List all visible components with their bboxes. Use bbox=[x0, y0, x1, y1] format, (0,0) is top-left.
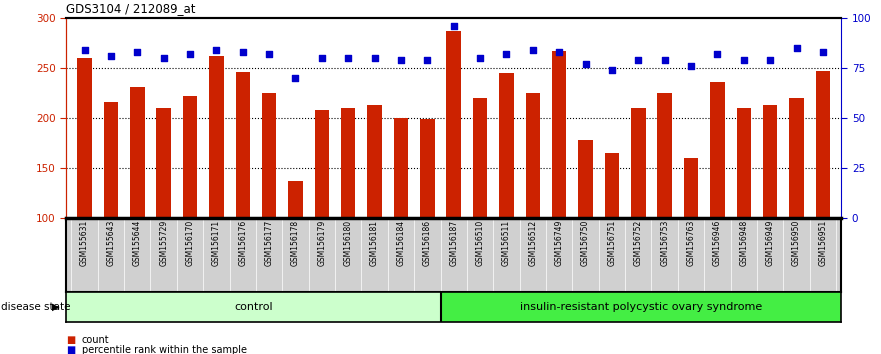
Text: GSM156946: GSM156946 bbox=[713, 220, 722, 266]
Text: count: count bbox=[82, 335, 109, 345]
Point bbox=[500, 51, 514, 57]
Text: disease state: disease state bbox=[1, 302, 70, 312]
Bar bbox=[104, 102, 118, 218]
Text: insulin-resistant polycystic ovary syndrome: insulin-resistant polycystic ovary syndr… bbox=[520, 302, 762, 312]
Bar bbox=[604, 153, 619, 218]
Bar bbox=[763, 105, 777, 218]
Bar bbox=[684, 158, 699, 218]
Bar bbox=[710, 82, 725, 218]
Point bbox=[262, 51, 276, 57]
Point bbox=[816, 49, 830, 55]
Point bbox=[526, 47, 540, 52]
Bar bbox=[447, 31, 461, 218]
Point bbox=[183, 51, 197, 57]
Text: GSM156949: GSM156949 bbox=[766, 220, 774, 266]
Text: ■: ■ bbox=[66, 346, 75, 354]
Point bbox=[104, 53, 118, 58]
Point bbox=[367, 55, 381, 61]
Point bbox=[552, 49, 566, 55]
Point bbox=[288, 75, 302, 80]
Text: GSM156176: GSM156176 bbox=[238, 220, 248, 266]
Point bbox=[420, 57, 434, 63]
Text: ■: ■ bbox=[66, 335, 75, 345]
Point bbox=[473, 55, 487, 61]
Bar bbox=[394, 118, 408, 218]
Text: GSM155644: GSM155644 bbox=[133, 220, 142, 266]
Point bbox=[605, 67, 619, 73]
Bar bbox=[367, 105, 381, 218]
Text: GSM156187: GSM156187 bbox=[449, 220, 458, 266]
Text: GSM156170: GSM156170 bbox=[186, 220, 195, 266]
Point bbox=[657, 57, 671, 63]
Bar bbox=[420, 119, 434, 218]
Point bbox=[341, 55, 355, 61]
Text: GSM156181: GSM156181 bbox=[370, 220, 379, 266]
Point bbox=[684, 63, 698, 69]
Bar bbox=[262, 93, 277, 218]
Text: GDS3104 / 212089_at: GDS3104 / 212089_at bbox=[66, 2, 196, 15]
Bar bbox=[130, 87, 144, 218]
Point bbox=[315, 55, 329, 61]
Point bbox=[130, 49, 144, 55]
Text: GSM155729: GSM155729 bbox=[159, 220, 168, 266]
Point bbox=[763, 57, 777, 63]
Point bbox=[632, 57, 646, 63]
Text: GSM156512: GSM156512 bbox=[529, 220, 537, 266]
Text: GSM156951: GSM156951 bbox=[818, 220, 827, 266]
Bar bbox=[182, 96, 197, 218]
Bar bbox=[235, 72, 250, 218]
Bar bbox=[315, 110, 329, 218]
Text: GSM156186: GSM156186 bbox=[423, 220, 432, 266]
Bar bbox=[552, 51, 566, 218]
Text: GSM155631: GSM155631 bbox=[80, 220, 89, 266]
Text: GSM156184: GSM156184 bbox=[396, 220, 405, 266]
Bar bbox=[473, 98, 487, 218]
Text: GSM156752: GSM156752 bbox=[633, 220, 643, 266]
Bar bbox=[66, 292, 440, 322]
Text: GSM156511: GSM156511 bbox=[502, 220, 511, 266]
Bar bbox=[631, 108, 646, 218]
Point bbox=[210, 47, 224, 52]
Bar bbox=[737, 108, 751, 218]
Point bbox=[737, 57, 751, 63]
Text: GSM156749: GSM156749 bbox=[555, 220, 564, 266]
Text: ▶: ▶ bbox=[51, 302, 59, 312]
Bar bbox=[209, 56, 224, 218]
Point bbox=[78, 47, 92, 52]
Bar bbox=[440, 292, 841, 322]
Text: GSM156180: GSM156180 bbox=[344, 220, 352, 266]
Text: percentile rank within the sample: percentile rank within the sample bbox=[82, 346, 247, 354]
Bar bbox=[526, 93, 540, 218]
Bar bbox=[288, 181, 303, 218]
Text: GSM156177: GSM156177 bbox=[264, 220, 274, 266]
Bar bbox=[816, 71, 830, 218]
Bar bbox=[578, 140, 593, 218]
Point bbox=[710, 51, 724, 57]
Text: GSM156178: GSM156178 bbox=[291, 220, 300, 266]
Point bbox=[789, 45, 803, 51]
Point bbox=[394, 57, 408, 63]
Bar bbox=[657, 93, 672, 218]
Text: GSM156950: GSM156950 bbox=[792, 220, 801, 266]
Point bbox=[236, 49, 250, 55]
Point bbox=[157, 55, 171, 61]
Text: GSM156763: GSM156763 bbox=[686, 220, 695, 266]
Text: GSM156179: GSM156179 bbox=[317, 220, 326, 266]
Text: GSM155643: GSM155643 bbox=[107, 220, 115, 266]
Bar bbox=[78, 58, 92, 218]
Point bbox=[579, 61, 593, 67]
Bar bbox=[341, 108, 356, 218]
Bar bbox=[789, 98, 803, 218]
Text: GSM156948: GSM156948 bbox=[739, 220, 748, 266]
Text: GSM156171: GSM156171 bbox=[212, 220, 221, 266]
Text: GSM156750: GSM156750 bbox=[581, 220, 590, 266]
Bar bbox=[157, 108, 171, 218]
Text: GSM156751: GSM156751 bbox=[607, 220, 617, 266]
Bar bbox=[500, 73, 514, 218]
Text: control: control bbox=[234, 302, 272, 312]
Text: GSM156510: GSM156510 bbox=[476, 220, 485, 266]
Point bbox=[447, 23, 461, 29]
Text: GSM156753: GSM156753 bbox=[660, 220, 670, 266]
